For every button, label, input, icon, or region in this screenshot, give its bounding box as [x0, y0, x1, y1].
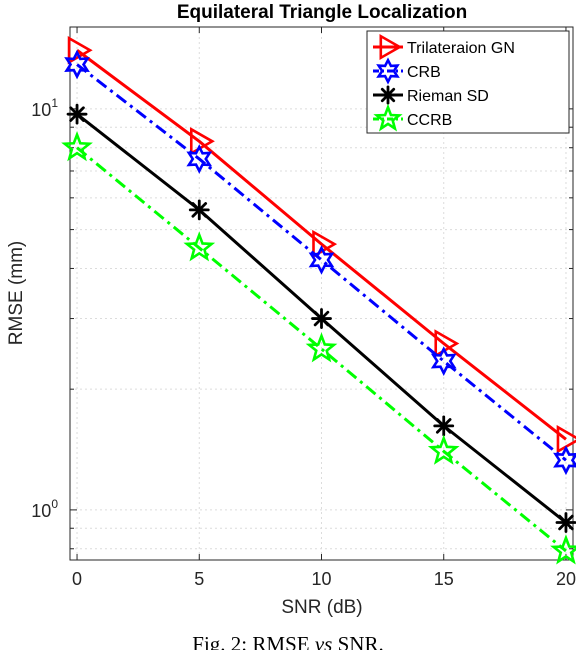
- series-line: [76, 146, 567, 553]
- caption-suffix: SNR.: [332, 632, 383, 650]
- caption-prefix: Fig. 2: RMSE: [192, 632, 315, 650]
- marker-hexagram: [430, 346, 457, 376]
- figure-caption: Fig. 2: RMSE vs SNR.: [192, 632, 383, 650]
- marker-pentagram: [373, 103, 403, 132]
- marker-pentagram: [183, 231, 216, 262]
- marker-hexagram: [186, 144, 213, 174]
- marker-triangle-right: [556, 425, 576, 454]
- x-tick-label: 20: [556, 569, 576, 589]
- marker-asterisk: [188, 199, 210, 221]
- marker-asterisk: [555, 512, 576, 533]
- legend: Trilateraion GN CRB Rieman SD CCRB: [366, 30, 570, 134]
- asterisk-stroke: [313, 310, 330, 327]
- caption-vs: vs: [315, 632, 333, 650]
- legend-item: CRB: [373, 57, 441, 85]
- marker-asterisk: [311, 308, 332, 329]
- series-layer: [61, 36, 576, 565]
- x-tick-label: 5: [194, 569, 204, 589]
- x-tick-label: 10: [311, 569, 331, 589]
- legend-item: CCRB: [373, 103, 452, 132]
- y-tick-label: 101: [31, 96, 58, 120]
- axis-ticks: 0 5 10 15 20 100 101: [31, 27, 576, 589]
- y-tick-label: 100: [31, 497, 58, 521]
- chart-title: Equilateral Triangle Localization: [177, 2, 467, 23]
- marker-triangle-right: [379, 33, 403, 61]
- marker-asterisk: [378, 85, 398, 105]
- marker-hexagram: [553, 445, 576, 476]
- legend-label: Rieman SD: [407, 88, 489, 105]
- asterisk-stroke: [69, 106, 85, 122]
- legend-label: CRB: [407, 64, 441, 81]
- legend-label: CCRB: [407, 112, 452, 129]
- series-line: [76, 63, 567, 462]
- marker-hexagram: [376, 57, 400, 85]
- asterisk-stroke: [380, 87, 396, 103]
- x-tick-label: 0: [72, 569, 82, 589]
- asterisk-stroke: [558, 514, 574, 531]
- marker-pentagram: [427, 434, 460, 465]
- legend-item: Rieman SD: [373, 85, 489, 105]
- asterisk-stroke: [435, 418, 452, 434]
- marker-hexagram: [308, 245, 335, 275]
- asterisk-stroke: [191, 202, 208, 218]
- legend-item: Trilateraion GN: [373, 33, 515, 61]
- series-crb: [64, 49, 576, 476]
- marker-asterisk: [66, 103, 88, 125]
- marker-pentagram: [305, 332, 338, 363]
- marker-pentagram: [550, 534, 576, 565]
- series-ccrb: [61, 131, 576, 565]
- marker-triangle-right: [434, 329, 460, 358]
- marker-triangle-right: [189, 127, 215, 156]
- x-axis-label: SNR (dB): [281, 597, 362, 618]
- series-line: [76, 49, 567, 441]
- marker-pentagram: [61, 131, 93, 162]
- legend-label: Trilateraion GN: [407, 40, 515, 57]
- marker-asterisk: [433, 415, 455, 437]
- series-rieman-sd: [66, 103, 576, 533]
- x-tick-label: 15: [434, 569, 454, 589]
- y-axis-label: RMSE (mm): [6, 241, 27, 345]
- marker-hexagram: [64, 49, 90, 80]
